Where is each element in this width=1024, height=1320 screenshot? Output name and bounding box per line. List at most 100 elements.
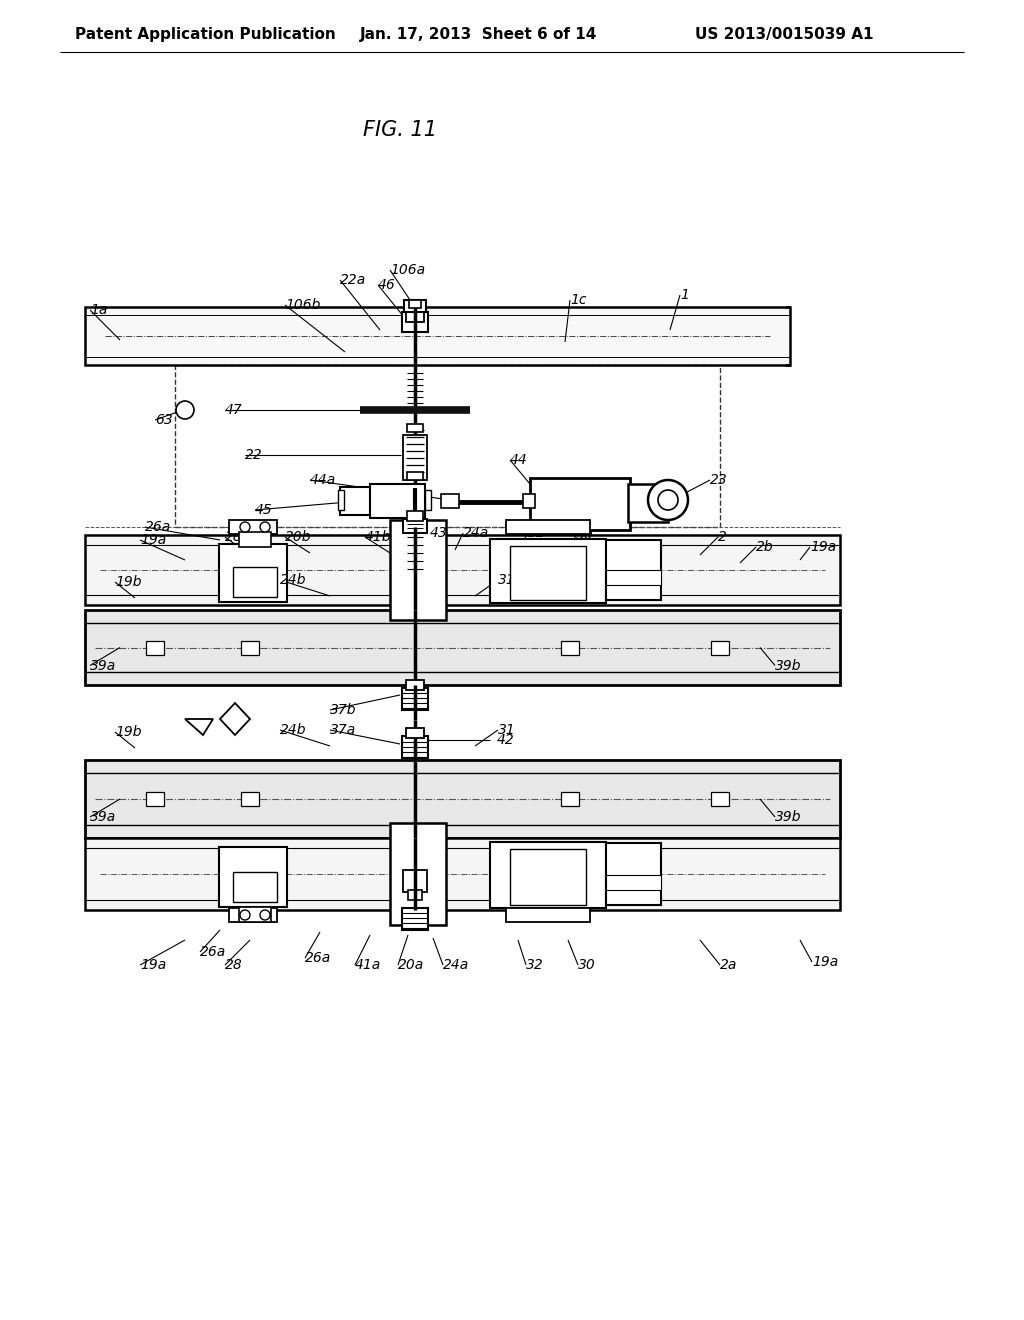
Text: 30: 30 <box>578 958 596 972</box>
Bar <box>402 908 428 931</box>
Text: 28: 28 <box>225 531 243 544</box>
Text: 1a: 1a <box>90 304 108 317</box>
Bar <box>390 822 446 925</box>
Bar <box>402 737 428 758</box>
Bar <box>606 875 662 890</box>
Bar <box>403 870 427 892</box>
Text: 41a: 41a <box>355 958 381 972</box>
Bar <box>406 312 424 322</box>
Text: 39b: 39b <box>775 659 802 672</box>
Text: 22a: 22a <box>340 273 367 286</box>
Bar <box>441 494 459 508</box>
Bar <box>406 729 424 738</box>
Circle shape <box>176 401 194 418</box>
Text: 46: 46 <box>378 279 395 292</box>
Text: 44: 44 <box>510 453 527 467</box>
Bar <box>407 473 423 480</box>
Bar <box>490 842 606 908</box>
Text: 24a: 24a <box>463 525 489 540</box>
Bar <box>340 487 378 515</box>
Bar <box>406 680 424 690</box>
Circle shape <box>260 909 270 920</box>
Bar <box>403 519 427 533</box>
Bar <box>390 520 446 620</box>
Bar <box>403 436 427 480</box>
Text: 2a: 2a <box>720 958 737 972</box>
Bar <box>490 539 606 603</box>
Circle shape <box>240 909 250 920</box>
Text: 37a: 37a <box>330 723 356 737</box>
Text: 28: 28 <box>225 958 243 972</box>
Bar <box>561 640 579 655</box>
Bar <box>628 484 668 521</box>
Text: 2: 2 <box>718 531 727 544</box>
Text: 26a: 26a <box>305 950 331 965</box>
Text: 39b: 39b <box>775 810 802 824</box>
Circle shape <box>658 490 678 510</box>
Text: 24b: 24b <box>280 723 306 737</box>
Bar <box>523 494 535 508</box>
Bar <box>425 490 431 510</box>
Bar <box>561 792 579 807</box>
Bar <box>711 640 729 655</box>
Bar <box>409 300 421 308</box>
Text: 44a: 44a <box>310 473 336 487</box>
Bar <box>146 792 164 807</box>
Text: 45: 45 <box>255 503 272 517</box>
Text: 20b: 20b <box>285 531 311 544</box>
Bar <box>146 640 164 655</box>
Circle shape <box>240 521 250 532</box>
Text: 30: 30 <box>575 528 594 543</box>
Text: 43: 43 <box>430 525 447 540</box>
Text: 106a: 106a <box>390 263 425 277</box>
Bar <box>241 640 259 655</box>
Text: 19b: 19b <box>115 725 141 739</box>
Text: FIG. 11: FIG. 11 <box>362 120 437 140</box>
Text: 19a: 19a <box>812 954 839 969</box>
Bar <box>85 760 840 838</box>
Text: 32: 32 <box>528 525 546 540</box>
Text: 22: 22 <box>245 447 263 462</box>
Bar <box>402 688 428 710</box>
Bar <box>241 792 259 807</box>
Bar <box>408 890 422 900</box>
Text: 106b: 106b <box>285 298 321 312</box>
Text: 39a: 39a <box>90 659 117 672</box>
Bar <box>233 873 278 902</box>
Bar <box>338 490 344 510</box>
Bar <box>402 312 428 333</box>
Text: 32: 32 <box>526 958 544 972</box>
Text: 1c: 1c <box>570 293 587 308</box>
Bar <box>711 792 729 807</box>
Bar <box>510 546 586 601</box>
Bar <box>233 568 278 597</box>
Text: Patent Application Publication: Patent Application Publication <box>75 28 336 42</box>
Text: 47: 47 <box>225 403 243 417</box>
Bar <box>219 847 287 907</box>
Text: 31: 31 <box>498 573 516 587</box>
Bar <box>85 535 840 605</box>
Bar <box>239 907 271 921</box>
Bar <box>370 484 425 517</box>
Bar <box>85 308 790 366</box>
Text: 26a: 26a <box>145 520 171 535</box>
Polygon shape <box>185 719 213 735</box>
Text: 1: 1 <box>680 288 689 302</box>
Text: 20a: 20a <box>398 958 424 972</box>
Bar <box>219 544 287 602</box>
Text: 26a: 26a <box>200 945 226 960</box>
Text: 31: 31 <box>498 723 516 737</box>
Bar <box>606 540 662 601</box>
Text: 23: 23 <box>710 473 728 487</box>
Bar <box>530 478 630 531</box>
Text: 37b: 37b <box>330 704 356 717</box>
Text: 24a: 24a <box>443 958 469 972</box>
Bar <box>85 610 840 685</box>
Bar <box>229 520 278 535</box>
Bar <box>510 849 586 906</box>
Bar <box>239 532 271 546</box>
Bar <box>407 424 423 432</box>
Text: 19a: 19a <box>810 540 837 554</box>
Text: Jan. 17, 2013  Sheet 6 of 14: Jan. 17, 2013 Sheet 6 of 14 <box>360 28 597 42</box>
Text: 41b: 41b <box>365 531 391 544</box>
